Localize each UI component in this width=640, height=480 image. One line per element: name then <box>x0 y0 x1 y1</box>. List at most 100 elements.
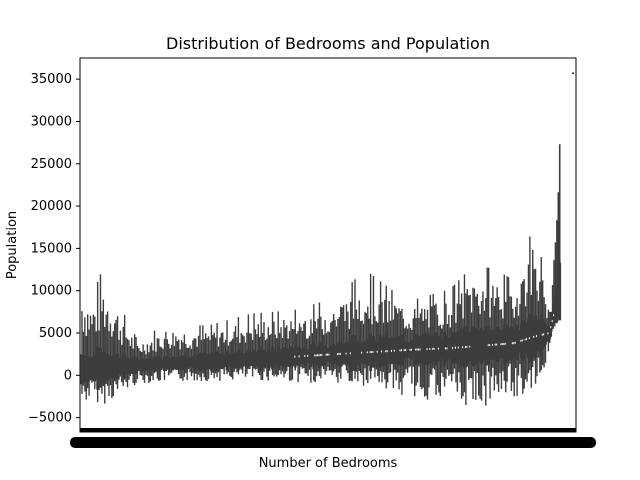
violin-body <box>383 336 387 366</box>
violin-body <box>136 359 139 372</box>
violin-body <box>323 345 327 365</box>
violin-body <box>91 356 95 381</box>
violin-body <box>407 342 411 358</box>
violin-body <box>537 325 540 346</box>
violin-body <box>192 354 196 370</box>
violin-body <box>484 326 488 365</box>
violin-body <box>124 357 128 375</box>
violin-body <box>356 341 360 365</box>
violin-body <box>443 331 446 366</box>
violin-body <box>86 355 90 383</box>
violin-body <box>332 344 336 365</box>
violin-body <box>258 351 262 366</box>
violin-body <box>509 326 513 361</box>
violin-body <box>355 341 358 365</box>
violin-body <box>265 351 269 366</box>
violin-body <box>153 356 156 372</box>
violin-body <box>174 357 178 370</box>
violin-body <box>529 321 533 355</box>
violin-body <box>292 350 296 364</box>
violin-body <box>335 345 338 364</box>
violin-body <box>239 353 243 367</box>
violin-body <box>377 337 381 366</box>
violin-body <box>255 352 259 366</box>
violin-body <box>396 339 400 362</box>
violin-body <box>346 342 350 365</box>
violin-body <box>262 349 266 368</box>
violin-body <box>480 327 483 364</box>
violin-body <box>389 341 392 361</box>
violin-body <box>249 353 253 366</box>
violin-body <box>387 338 391 364</box>
violin-body <box>130 358 134 373</box>
violin-body <box>242 354 246 366</box>
violin-body <box>99 348 102 388</box>
x-tick-band <box>80 428 576 432</box>
violin-body <box>106 353 109 381</box>
y-tick-label: 0 <box>64 368 72 383</box>
violin-body <box>103 353 107 382</box>
violin-body <box>123 354 127 378</box>
violin-body <box>168 358 172 368</box>
violin-body <box>438 335 442 362</box>
violin-body <box>127 358 131 373</box>
violin-body <box>507 327 510 360</box>
violin-body <box>109 355 112 379</box>
violin-body <box>261 350 264 368</box>
violin-body <box>184 357 188 368</box>
violin-body <box>423 333 427 365</box>
x-tick-labels-overlap <box>70 437 596 448</box>
violin-body <box>177 356 181 370</box>
violin-body <box>229 353 233 367</box>
violin-body <box>539 314 543 356</box>
violin-body <box>178 357 182 369</box>
violin-body <box>527 319 530 359</box>
violin-body <box>269 351 273 365</box>
violin-body <box>340 343 344 365</box>
violin-body <box>80 354 84 385</box>
violin-body <box>474 327 478 365</box>
y-tick-label: 5000 <box>39 326 72 341</box>
violin-body <box>222 355 226 367</box>
violin-body <box>308 349 311 362</box>
violin-body <box>111 355 115 379</box>
violin-body <box>138 360 142 370</box>
violin-body <box>163 356 166 371</box>
violin-body <box>450 336 454 361</box>
violin-body <box>248 352 252 366</box>
violin-body <box>211 354 215 369</box>
violin-body <box>276 346 280 370</box>
violin-body <box>448 339 452 357</box>
violin-body <box>148 357 152 371</box>
violin-body <box>266 348 270 368</box>
violin-body <box>357 340 361 366</box>
violin-series <box>80 72 574 406</box>
violin-body <box>330 344 334 365</box>
violin-body <box>225 350 229 371</box>
violin-body <box>188 357 192 368</box>
violin-body <box>545 329 549 338</box>
violin-body <box>198 352 202 372</box>
violin-body <box>374 343 378 361</box>
violin-body <box>475 331 479 361</box>
violin-body <box>171 356 175 370</box>
violin-body <box>363 342 367 363</box>
violin-body <box>268 351 272 365</box>
violin-body <box>492 329 496 360</box>
violin-body <box>556 276 560 319</box>
violin-body <box>180 355 183 370</box>
violin-body <box>147 358 151 371</box>
violin-body <box>286 351 290 363</box>
violin-body <box>133 356 137 375</box>
violin-body <box>114 355 118 379</box>
violin-body <box>391 338 395 364</box>
violin-body <box>113 356 117 378</box>
violin-body <box>140 360 144 370</box>
violin-body <box>157 356 161 372</box>
violin-body <box>201 353 205 371</box>
violin-body <box>382 342 385 361</box>
y-tick-label: 35000 <box>31 72 72 87</box>
violin-body <box>93 355 97 382</box>
violin-body <box>518 330 522 353</box>
